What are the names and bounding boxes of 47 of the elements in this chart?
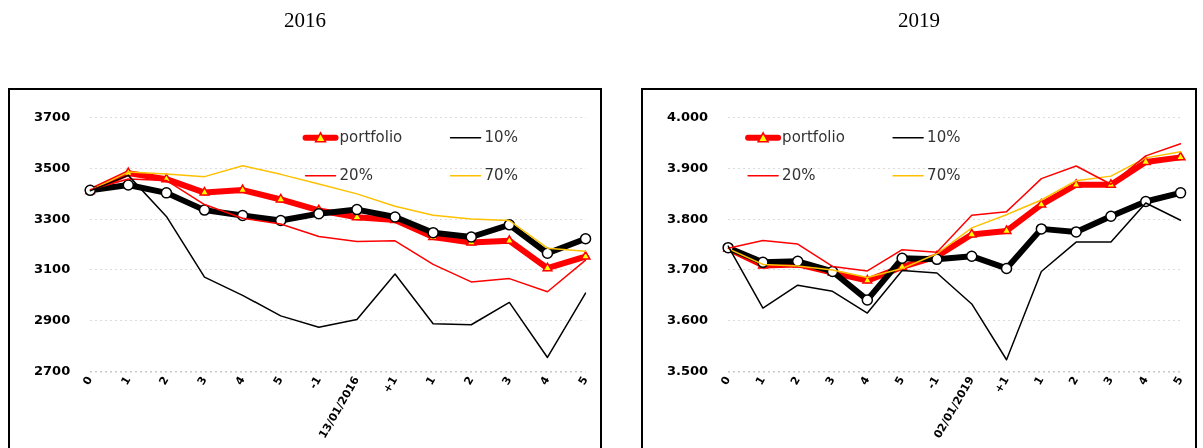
legend-label: 70% <box>484 165 518 184</box>
x-tick-label: 4 <box>232 373 248 388</box>
x-tick-label: 3 <box>499 374 515 388</box>
x-tick-label: 5 <box>270 374 286 388</box>
x-tick-label: 4 <box>537 373 553 388</box>
y-tick-label: 3100 <box>33 261 71 277</box>
legend-label: 10% <box>484 127 518 146</box>
y-tick-label: 3700 <box>33 109 71 125</box>
x-tick-label: 2 <box>1066 374 1082 388</box>
x-tick-label: -1 <box>306 374 324 392</box>
x-tick-label: 3 <box>194 374 210 388</box>
x-tick-label: 1 <box>1031 374 1047 388</box>
x-tick-label: 5 <box>575 374 591 388</box>
y-tick-label: 3500 <box>33 159 71 175</box>
x-tick-label: 5 <box>1170 374 1186 388</box>
y-tick-label: 3.600 <box>667 312 709 328</box>
legend-label: 20% <box>782 165 816 184</box>
legend-label: 20% <box>339 165 373 184</box>
y-tick-label: 3.700 <box>667 261 709 277</box>
y-tick-label: 3.500 <box>667 362 709 378</box>
legend-label: 70% <box>927 165 961 184</box>
x-tick-label: 2 <box>787 374 803 388</box>
legend-label: portfolio <box>339 127 403 146</box>
x-tick-label: 2 <box>461 374 477 388</box>
x-tick-label: 1 <box>118 374 134 388</box>
y-tick-label: 2700 <box>33 362 71 378</box>
x-tick-label: 3 <box>1100 374 1117 388</box>
x-tick-label: 4 <box>1135 373 1152 388</box>
x-tick-label: 4 <box>857 373 873 388</box>
x-tick-label: 5 <box>892 374 908 388</box>
chart-title: 2019 <box>897 8 941 33</box>
x-tick-label: 3 <box>822 374 838 388</box>
x-tick-label: 0 <box>718 373 734 388</box>
x-tick-label: 1 <box>752 374 768 388</box>
y-tick-label: 4.000 <box>667 109 709 125</box>
x-tick-label: 1 <box>423 374 439 388</box>
chart-title: 2016 <box>283 8 327 33</box>
x-tick-label: +1 <box>991 374 1012 396</box>
y-tick-label: 3300 <box>33 210 71 226</box>
x-tick-label: 0 <box>80 373 96 388</box>
x-tick-label: 2 <box>156 374 172 388</box>
legend-label: 10% <box>927 127 961 146</box>
x-tick-label: +1 <box>380 374 401 396</box>
y-tick-label: 2900 <box>33 312 71 328</box>
y-tick-label: 3.800 <box>667 210 709 226</box>
y-tick-label: 3.900 <box>667 159 709 175</box>
legend-label: portfolio <box>782 127 845 146</box>
